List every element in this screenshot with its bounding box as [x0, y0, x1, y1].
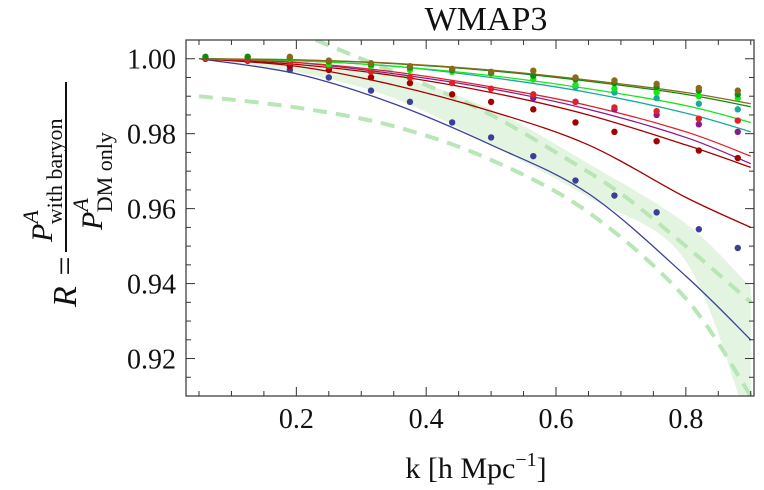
- data-point-2-12: [653, 137, 660, 145]
- data-point-8-8: [572, 74, 579, 81]
- data-point-3-6: [734, 128, 741, 136]
- data-point-4-7: [448, 79, 456, 87]
- data-point-8-4: [406, 63, 414, 70]
- data-point-5-4: [695, 100, 703, 107]
- data-point-6-10: [572, 81, 579, 89]
- data-point-3-5: [695, 121, 703, 128]
- data-point-1-11: [611, 192, 618, 199]
- y-axis-label: R = PAwith baryon PADM only: [18, 82, 117, 308]
- data-point-1-12: [653, 209, 660, 216]
- x-tick-label-4: 0.8: [668, 404, 703, 435]
- data-point-4-5: [367, 68, 375, 76]
- data-point-8-12: [734, 87, 741, 94]
- y-tick-label-5: 1.00: [127, 45, 176, 76]
- y-label-lhs: R =: [47, 255, 84, 308]
- series-line-3: [198, 58, 751, 169]
- data-point-1-5: [367, 87, 375, 94]
- dashed-bound-1: [198, 94, 753, 396]
- data-point-4-10: [572, 98, 579, 106]
- data-point-6-13: [695, 93, 703, 100]
- data-point-8-1: [286, 53, 294, 61]
- data-point-4-13: [695, 115, 703, 122]
- data-point-1-13: [695, 226, 703, 233]
- data-point-5-3: [653, 94, 660, 102]
- data-point-4-9: [530, 91, 537, 98]
- data-point-2-10: [572, 119, 579, 126]
- data-point-1-6: [406, 98, 414, 106]
- data-point-1-4: [325, 74, 333, 81]
- chart-title: WMAP3: [425, 1, 548, 38]
- dashed-bound-2: [315, 40, 753, 304]
- data-point-7-9: [530, 72, 537, 79]
- data-point-6-11: [611, 85, 618, 92]
- data-point-8-5: [448, 65, 456, 73]
- data-point-2-8: [487, 98, 495, 106]
- y-label-denominator: PADM only: [68, 132, 117, 231]
- data-point-8-3: [367, 60, 375, 67]
- x-tick-label-1: 0.2: [279, 404, 314, 435]
- y-tick-label-3: 0.96: [127, 195, 176, 226]
- data-point-2-11: [611, 128, 618, 136]
- data-point-8-11: [695, 84, 703, 92]
- series-line-1: [198, 58, 752, 341]
- data-point-4-14: [734, 117, 741, 124]
- data-point-8-2: [325, 57, 333, 64]
- plot-frame: [185, 39, 755, 397]
- data-point-4-12: [653, 108, 660, 115]
- data-point-2-14: [734, 154, 741, 162]
- data-point-2-7: [448, 91, 456, 98]
- data-point-4-8: [487, 85, 495, 92]
- data-point-2-9: [530, 106, 537, 113]
- data-point-2-6: [406, 79, 414, 87]
- data-point-1-8: [487, 134, 495, 141]
- data-point-5-5: [734, 106, 741, 113]
- data-point-7-2: [244, 53, 251, 61]
- data-point-8-9: [611, 77, 618, 84]
- data-point-1-7: [448, 119, 456, 126]
- data-point-4-6: [406, 74, 414, 81]
- data-point-4-11: [611, 104, 618, 111]
- uncertainty-band: [198, 58, 751, 396]
- data-point-7-1: [202, 53, 209, 61]
- x-tick-label-2: 0.4: [409, 404, 444, 435]
- data-point-2-13: [695, 147, 703, 154]
- data-point-8-7: [530, 67, 537, 74]
- x-axis-label: k [h Mpc−1]: [405, 449, 546, 485]
- data-point-8-10: [653, 80, 660, 88]
- series-line-2: [198, 58, 752, 228]
- x-tick-label-3: 0.6: [539, 404, 574, 435]
- data-point-1-10: [572, 177, 579, 184]
- data-point-1-14: [734, 244, 741, 252]
- y-tick-label-4: 0.98: [127, 120, 176, 151]
- y-tick-label-2: 0.94: [127, 270, 176, 301]
- data-point-8-6: [487, 68, 495, 76]
- y-tick-label-1: 0.92: [127, 345, 176, 376]
- data-point-6-12: [653, 89, 660, 96]
- data-point-2-5: [367, 74, 375, 81]
- data-point-1-9: [530, 152, 537, 160]
- y-label-numerator: PAwith baryon: [18, 119, 67, 243]
